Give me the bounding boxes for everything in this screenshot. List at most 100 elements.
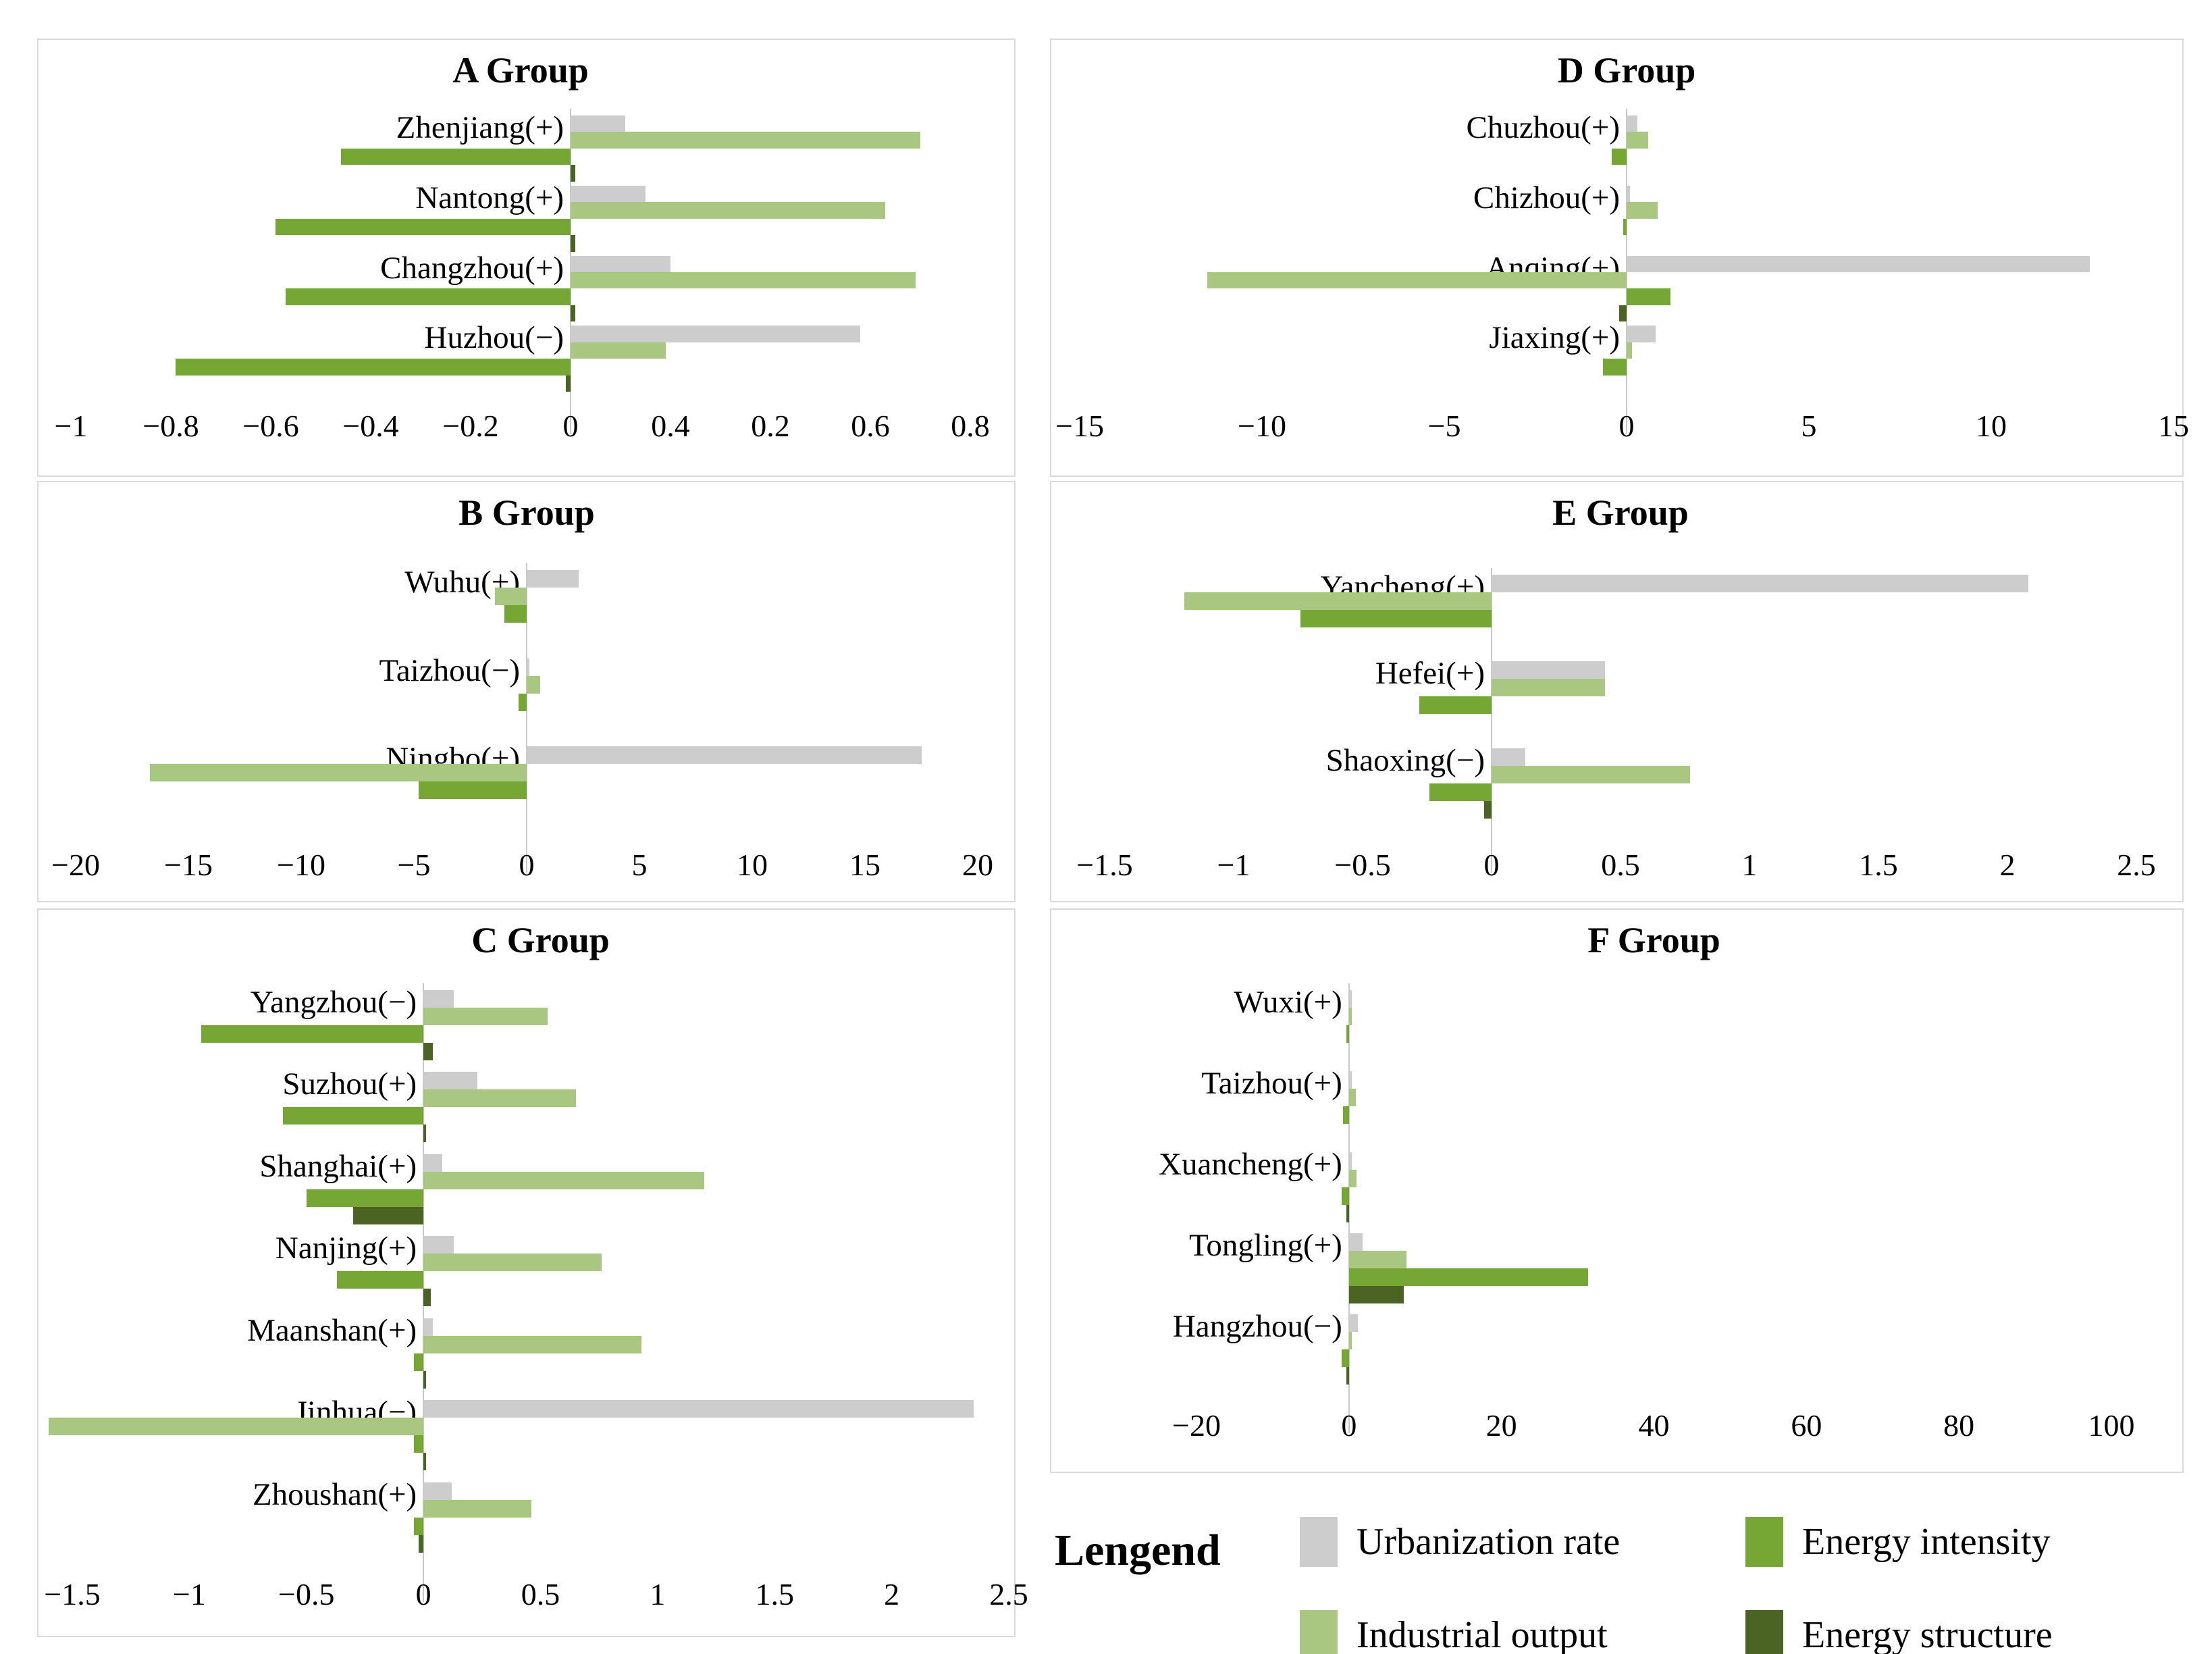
city-label: Zhenjiang(+) (396, 110, 564, 145)
bar-intensity (1348, 1268, 1589, 1286)
x-tick-label: −10 (1238, 409, 1286, 443)
x-tick-label: −20 (1172, 1408, 1221, 1443)
bar-industrial (495, 588, 527, 605)
bar-industrial (49, 1418, 424, 1436)
x-tick-label: 1.5 (1859, 848, 1898, 882)
city-label: Hefei(+) (1375, 656, 1485, 692)
bar-industrial (423, 1008, 548, 1025)
bar-urbanization (1627, 255, 2090, 272)
x-tick-label: −0.8 (142, 409, 199, 443)
x-tick-label: 0 (562, 409, 579, 443)
bar-urbanization (1348, 1152, 1352, 1170)
x-tick-label: 2.5 (2117, 848, 2156, 882)
axis-zero-line (1348, 983, 1350, 1433)
x-tick-label: 0.5 (1601, 848, 1640, 882)
bar-intensity (176, 359, 571, 376)
bar-urbanization (423, 1072, 477, 1090)
bar-industrial (1207, 272, 1627, 289)
chart-title: C Group (471, 920, 610, 960)
bar-structure (571, 305, 576, 322)
city-label: Shanghai(+) (259, 1148, 417, 1184)
bar-structure (1483, 800, 1492, 819)
bar-structure (571, 165, 576, 182)
city-label: Shaoxing(−) (1325, 742, 1485, 778)
x-tick-label: −0.6 (242, 409, 299, 443)
x-tick-label: 0 (519, 848, 535, 882)
city-label: Changzhou(+) (380, 250, 564, 286)
bar-intensity (1627, 288, 1670, 305)
bar-intensity (1602, 359, 1627, 376)
legend-item-label: Energy structure (1802, 1614, 2053, 1654)
bar-urbanization (1492, 661, 1606, 679)
bar-urbanization (1348, 1071, 1352, 1089)
bar-intensity (1419, 696, 1492, 715)
x-tick-label: −10 (277, 848, 325, 882)
bar-urbanization (423, 990, 454, 1008)
x-tick-label: −5 (397, 848, 431, 882)
city-label: Xuancheng(+) (1159, 1147, 1342, 1182)
x-tick-label: 100 (2088, 1408, 2135, 1443)
x-tick-label: −1.5 (1076, 848, 1133, 882)
bar-industrial (571, 202, 886, 219)
legend-item-label: Industrial output (1357, 1614, 1608, 1654)
bar-urbanization (1627, 115, 1638, 132)
bar-intensity (1341, 1187, 1349, 1205)
bar-intensity (275, 218, 571, 236)
city-label: Jiaxing(+) (1489, 320, 1620, 356)
x-tick-label: 0.2 (751, 409, 790, 443)
chart-panel-e: E Group Yancheng(+) Hefei(+) Shaoxing(−) −1.… (1050, 481, 2184, 902)
bar-intensity (414, 1353, 424, 1371)
bar-urbanization (423, 1318, 433, 1336)
chart-title: E Group (1552, 492, 1689, 533)
x-tick-label: 5 (631, 848, 648, 882)
bar-industrial (1627, 202, 1658, 219)
bar-intensity (1346, 1025, 1349, 1043)
bar-urbanization (527, 570, 579, 588)
bar-industrial (1492, 765, 1691, 783)
city-label: Tongling(+) (1188, 1228, 1342, 1263)
bar-structure (1619, 305, 1627, 322)
bar-industrial (423, 1499, 531, 1518)
chart-title: F Group (1587, 920, 1720, 960)
city-label: Zhoushan(+) (252, 1476, 417, 1512)
bar-industrial (423, 1171, 705, 1189)
x-tick-label: 0 (1341, 1408, 1357, 1443)
bar-urbanization (1348, 990, 1352, 1008)
bar-structure (571, 235, 576, 252)
x-tick-label: 80 (1943, 1408, 1975, 1443)
x-tick-label: 0.6 (851, 409, 890, 443)
x-tick-label: −1 (172, 1577, 206, 1611)
bar-intensity (201, 1025, 424, 1043)
x-tick-label: 40 (1638, 1408, 1670, 1443)
bar-intensity (1623, 218, 1627, 236)
legend-item-industrial-output: Industrial output (1300, 1610, 1608, 1654)
x-tick-label: 2 (884, 1577, 900, 1611)
bar-urbanization (571, 326, 861, 342)
chart-panel-c: C Group Yangzhou(−) Suzhou(+) Shanghai(+) Na… (37, 908, 1028, 1637)
bar-intensity (418, 781, 527, 800)
legend-item-label: Energy intensity (1802, 1521, 2051, 1563)
bar-industrial (1348, 1251, 1406, 1268)
bar-intensity (504, 605, 527, 623)
bar-intensity (283, 1107, 424, 1125)
bar-urbanization (423, 1154, 442, 1172)
bar-urbanization (571, 185, 646, 203)
bar-industrial (527, 675, 541, 694)
bar-structure (353, 1206, 424, 1224)
bar-industrial (1348, 1170, 1357, 1187)
bar-intensity (1300, 610, 1492, 627)
x-tick-label: 20 (962, 848, 993, 882)
bar-industrial (1627, 132, 1649, 149)
bar-industrial (571, 342, 666, 359)
x-tick-label: 15 (849, 848, 880, 882)
bar-structure (423, 1043, 433, 1060)
legend-item-urbanization-rate: Urbanization rate (1300, 1517, 1620, 1567)
bar-industrial (1348, 1089, 1356, 1106)
bar-structure (423, 1453, 427, 1471)
x-tick-label: −1 (54, 409, 88, 443)
chart-title: B Group (458, 492, 595, 533)
bar-industrial (1348, 1332, 1352, 1349)
city-label: Nanjing(+) (275, 1231, 417, 1266)
x-tick-label: −0.5 (278, 1577, 335, 1611)
